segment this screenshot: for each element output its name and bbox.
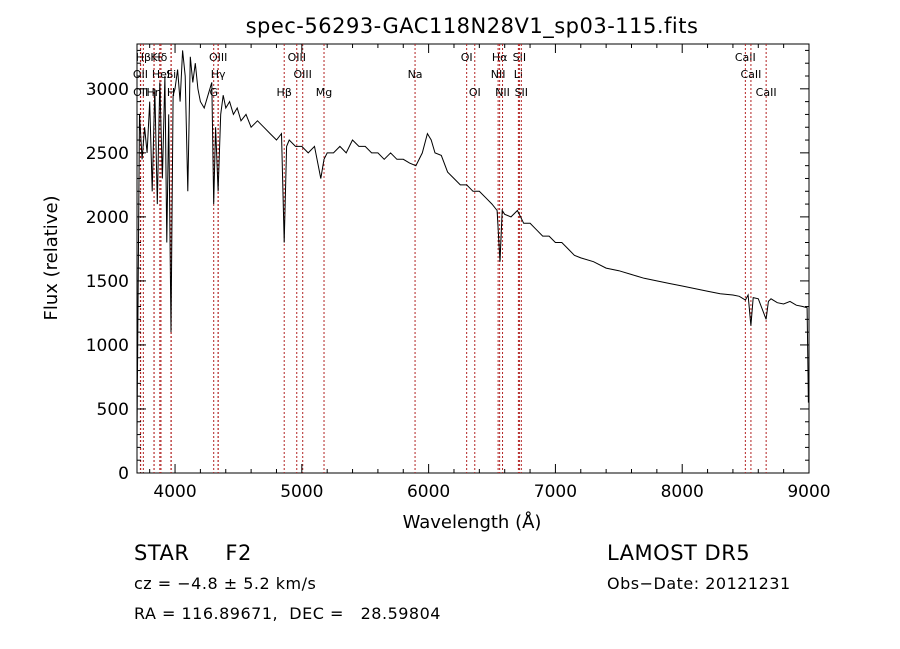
y-tick-label: 500 (97, 400, 129, 420)
y-tick-label: 0 (118, 464, 129, 484)
y-tick-label: 3000 (86, 80, 129, 100)
line-marker-label: OII (133, 68, 148, 81)
line-marker-label: SII (515, 86, 528, 99)
line-marker-label: OI (469, 86, 481, 99)
x-tick-label: 6000 (407, 482, 450, 502)
axis-ticks: 4000 5000 6000 7000 8000 9000 0 500 1000 1500 2000… (86, 44, 831, 502)
x-tick-label: 4000 (153, 482, 196, 502)
line-marker-label: NII (495, 86, 510, 99)
line-marker-label: Si (166, 68, 176, 81)
line-marker-label: NII (491, 68, 506, 81)
spectrum-line (136, 50, 809, 435)
line-marker-label: CaII (756, 86, 777, 99)
line-marker-label: Hα (492, 51, 508, 64)
line-marker-label: OIII (294, 68, 312, 81)
obs-date-text: Obs−Date: 20121231 (607, 574, 791, 593)
class-text: STAR F2 (134, 541, 252, 565)
x-axis-label: Wavelength (Å) (403, 511, 542, 533)
line-marker-label: H (167, 86, 175, 99)
y-axis-label: Flux (relative) (41, 195, 62, 320)
chart-title: spec-56293-GAC118N28V1_sp03-115.fits (246, 14, 699, 39)
line-marker-label: SII (513, 51, 526, 64)
line-marker-label: OI (461, 51, 473, 64)
line-marker-label: Hβ (277, 86, 292, 99)
line-marker-label: Hγ (211, 68, 226, 81)
plot-frame (136, 43, 810, 474)
line-marker-label: Li (514, 68, 523, 81)
line-marker-label: Mg (316, 86, 332, 99)
x-tick-label: 5000 (280, 482, 323, 502)
line-marker-label: Hη (146, 86, 161, 99)
cz-text: cz = −4.8 ± 5.2 km/s (134, 574, 317, 593)
y-tick-label: 2500 (86, 144, 129, 164)
x-tick-label: 8000 (661, 482, 704, 502)
line-marker-group: HβKHδOIIIOIIIOIHαSIICaIIOIIHeISiHγOIIINa… (133, 44, 777, 473)
line-marker-label: CaII (735, 51, 756, 64)
line-marker-label: G (209, 86, 218, 99)
x-tick-label: 7000 (534, 482, 577, 502)
line-marker-label: CaII (740, 68, 761, 81)
y-tick-label: 1000 (86, 336, 129, 356)
y-tick-label: 2000 (86, 208, 129, 228)
line-marker-label: OIII (288, 51, 306, 64)
radec-text: RA = 116.89671, DEC = 28.59804 (134, 604, 441, 623)
line-marker-label: Na (408, 68, 423, 81)
y-tick-label: 1500 (86, 272, 129, 292)
x-tick-label: 9000 (787, 482, 830, 502)
line-marker-label: Hδ (152, 51, 167, 64)
line-marker-label: Hβ (136, 51, 151, 64)
line-marker-label: HeI (152, 68, 170, 81)
survey-text: LAMOST DR5 (607, 541, 751, 565)
